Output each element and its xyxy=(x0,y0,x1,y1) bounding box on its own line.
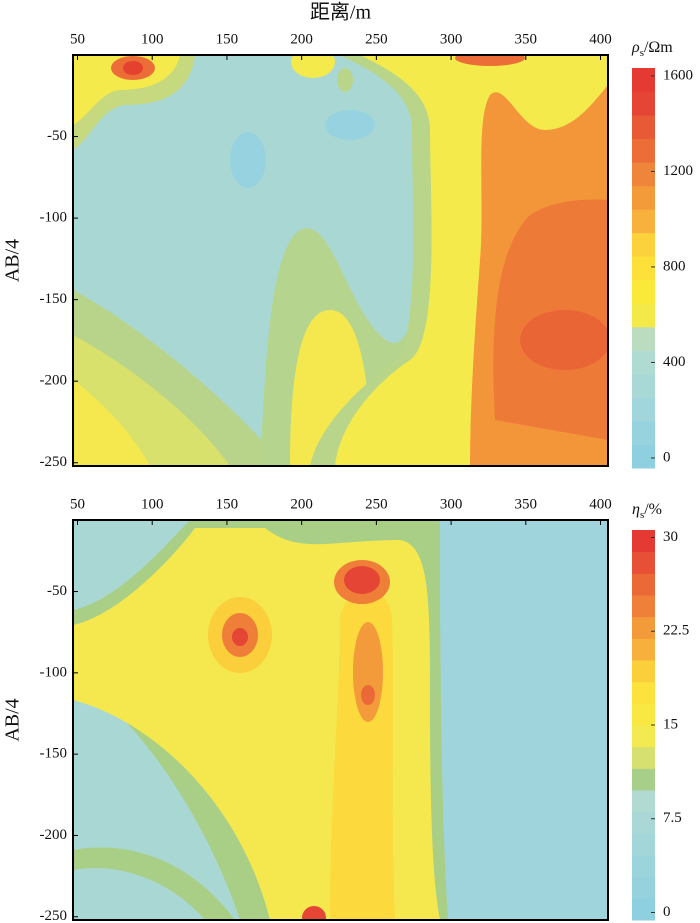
colorbar-step xyxy=(632,638,655,661)
colorbar-tick-label: 22.5 xyxy=(663,623,689,639)
colorbar-step xyxy=(632,616,655,639)
colorbar-step xyxy=(632,232,655,257)
x-tick-label: 300 xyxy=(440,496,463,512)
x-tick-label: 350 xyxy=(515,31,538,47)
x-tick-label: 250 xyxy=(365,31,388,47)
colorbar-step xyxy=(632,855,655,878)
colorbar-tick-label: 400 xyxy=(663,354,686,370)
x-tick-label: 50 xyxy=(70,31,85,47)
label-unit: /Ωm xyxy=(644,39,673,56)
x-tick-label: 100 xyxy=(141,496,164,512)
colorbar-tick-label: 7.5 xyxy=(663,810,682,826)
colorbar-step xyxy=(632,420,655,445)
colorbar-tick-label: 1200 xyxy=(663,163,693,179)
label-unit: /% xyxy=(644,501,662,518)
y-tick-label: -50 xyxy=(47,583,67,599)
x-tick-label: 150 xyxy=(216,31,239,47)
colorbar-step xyxy=(632,350,655,375)
colorbar-tick-label: 30 xyxy=(663,529,678,545)
colorbar-step xyxy=(632,660,655,683)
plot-frame xyxy=(72,519,609,921)
plot-frame xyxy=(72,54,609,467)
colorbar-step xyxy=(632,444,655,469)
colorbar-step xyxy=(632,595,655,618)
y-axis-label: AB/4 xyxy=(2,239,24,282)
colorbar-tick-label: 15 xyxy=(663,716,678,732)
colorbar-step xyxy=(632,91,655,116)
x-tick-label: 250 xyxy=(365,496,388,512)
label-symbol: ρ xyxy=(631,39,640,56)
x-tick-label: 400 xyxy=(589,496,612,512)
y-tick-label: -200 xyxy=(40,373,68,389)
colorbar-step xyxy=(632,551,655,574)
colorbar-tick-label: 800 xyxy=(663,258,686,274)
colorbar-step xyxy=(632,138,655,163)
colorbar-step xyxy=(632,68,655,93)
colorbar-step xyxy=(632,185,655,210)
x-tick-label: 100 xyxy=(141,31,164,47)
label-subscript: s xyxy=(640,509,644,521)
colorbar-label: ηs/% xyxy=(632,501,662,521)
x-tick-label: 300 xyxy=(440,31,463,47)
colorbar-step xyxy=(632,397,655,422)
colorbar-tick-label: 0 xyxy=(663,449,671,465)
colorbar-step xyxy=(632,681,655,704)
colorbar-step xyxy=(632,725,655,748)
colorbar-step xyxy=(632,256,655,281)
colorbar-step xyxy=(632,303,655,328)
colorbar-step xyxy=(632,746,655,769)
colorbar-step xyxy=(632,279,655,304)
colorbar-step xyxy=(632,703,655,726)
colorbar-step xyxy=(632,162,655,187)
colorbar-step xyxy=(632,115,655,140)
x-tick-label: 350 xyxy=(515,496,538,512)
colorbar-step xyxy=(632,373,655,398)
x-tick-label: 400 xyxy=(589,31,612,47)
y-tick-label: -150 xyxy=(40,291,68,307)
y-tick-label: -150 xyxy=(40,746,68,762)
colorbar-step xyxy=(632,876,655,899)
colorbar-step xyxy=(632,811,655,834)
colorbar-tick-label: 0 xyxy=(663,904,671,920)
colorbar-step xyxy=(632,573,655,596)
colorbar-tick-label: 1600 xyxy=(663,67,693,83)
y-tick-label: -100 xyxy=(40,210,68,226)
colorbar-step xyxy=(632,530,655,553)
y-tick-label: -100 xyxy=(40,664,68,680)
label-subscript: s xyxy=(640,47,644,59)
colorbar-label: ρs/Ωm xyxy=(631,39,673,59)
y-tick-label: -250 xyxy=(40,454,68,470)
x-tick-label: 50 xyxy=(70,496,85,512)
colorbar-step xyxy=(632,790,655,813)
polarizability-field xyxy=(73,520,608,920)
label-symbol: η xyxy=(632,501,640,518)
x-tick-label: 200 xyxy=(290,31,313,47)
colorbar-step xyxy=(632,768,655,791)
x-tick-label: 200 xyxy=(290,496,313,512)
y-tick-label: -50 xyxy=(47,128,67,144)
x-tick-label: 150 xyxy=(216,496,239,512)
colorbar-step xyxy=(632,898,655,921)
colorbar-step xyxy=(632,209,655,234)
resistivity-field xyxy=(73,55,608,466)
colorbar-step xyxy=(632,326,655,351)
x-axis-label: 距离/m xyxy=(310,1,372,24)
y-axis-label: AB/4 xyxy=(2,698,24,741)
colorbar-step xyxy=(632,833,655,856)
y-tick-label: -250 xyxy=(40,908,68,923)
y-tick-label: -200 xyxy=(40,827,68,843)
